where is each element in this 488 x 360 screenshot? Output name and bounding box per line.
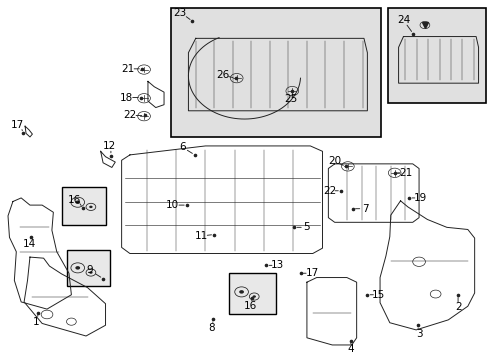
Text: 15: 15 [371, 290, 385, 300]
Bar [171, 8, 380, 137]
Text: 11: 11 [195, 231, 208, 240]
Text: 1: 1 [33, 317, 40, 327]
Text: 12: 12 [102, 141, 115, 151]
Circle shape [89, 206, 92, 208]
Bar [66, 250, 110, 286]
Text: 21: 21 [121, 64, 134, 74]
Text: 16: 16 [68, 195, 81, 205]
Text: 22: 22 [123, 111, 136, 121]
Bar [228, 273, 276, 315]
Text: 18: 18 [120, 93, 133, 103]
Bar [61, 187, 105, 225]
Text: 26: 26 [216, 70, 229, 80]
Text: 13: 13 [270, 260, 284, 270]
Circle shape [239, 290, 244, 294]
Text: 14: 14 [22, 239, 36, 249]
Text: 16: 16 [243, 301, 257, 311]
Text: 22: 22 [323, 186, 336, 196]
Text: 10: 10 [165, 200, 179, 210]
Text: 21: 21 [398, 168, 411, 178]
Text: 20: 20 [327, 156, 341, 166]
Text: 7: 7 [362, 204, 368, 214]
Text: 5: 5 [303, 222, 309, 232]
Text: 24: 24 [396, 15, 409, 26]
Text: 4: 4 [347, 344, 353, 354]
Text: 19: 19 [412, 193, 426, 203]
Bar [387, 8, 485, 103]
Text: 23: 23 [173, 8, 186, 18]
Text: 2: 2 [455, 302, 462, 312]
Text: 25: 25 [284, 94, 297, 104]
Circle shape [89, 271, 92, 274]
Circle shape [75, 266, 80, 270]
Text: 17: 17 [305, 268, 319, 278]
Text: 9: 9 [86, 265, 93, 275]
Text: 6: 6 [179, 142, 185, 152]
Circle shape [75, 201, 80, 204]
Text: 17: 17 [11, 121, 24, 130]
Text: 3: 3 [415, 329, 422, 339]
Circle shape [252, 295, 255, 298]
Text: 8: 8 [207, 323, 214, 333]
